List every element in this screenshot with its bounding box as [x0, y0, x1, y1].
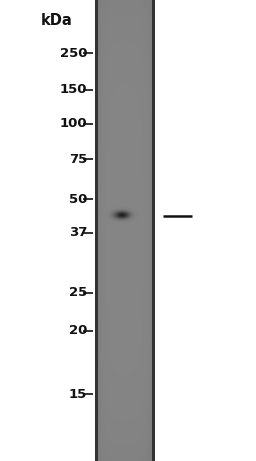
- Text: 250: 250: [60, 47, 87, 59]
- Text: 25: 25: [69, 286, 87, 299]
- Text: 100: 100: [59, 117, 87, 130]
- Text: 20: 20: [69, 325, 87, 337]
- Text: 75: 75: [69, 153, 87, 165]
- Text: 50: 50: [69, 193, 87, 206]
- Text: 15: 15: [69, 388, 87, 401]
- Text: kDa: kDa: [40, 13, 72, 28]
- Text: 150: 150: [60, 83, 87, 96]
- Text: 37: 37: [69, 226, 87, 239]
